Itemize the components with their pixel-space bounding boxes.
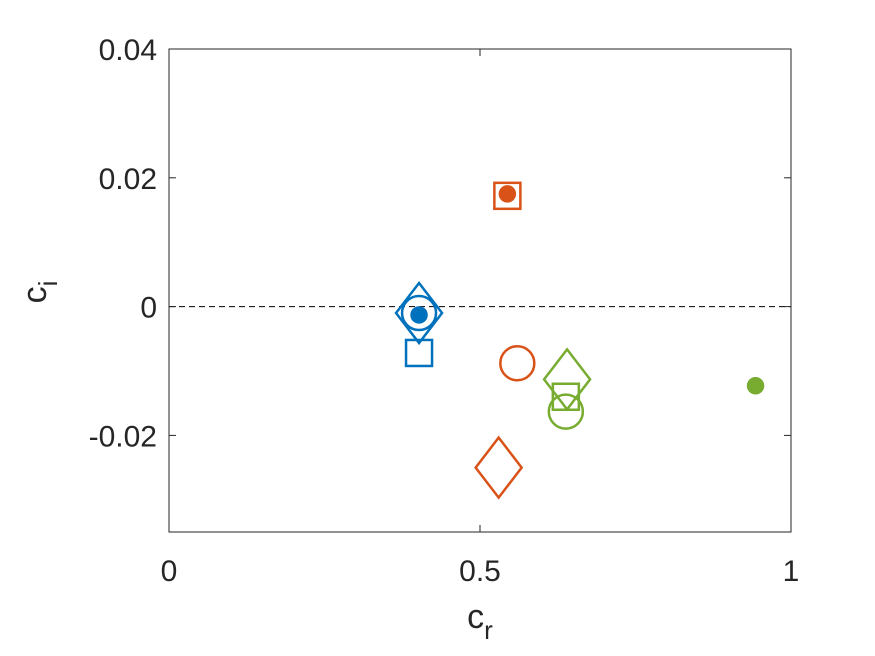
series-2-filled-circle-point [498,185,517,203]
series-3-diamond-point [542,347,592,412]
series-3-circle-point [547,393,585,430]
y-tick-label: -0.02 [89,420,157,453]
x-tick-label: 1 [783,555,800,588]
y-tick-label: 0.02 [99,163,157,196]
y-axis-label-sub: i [33,281,63,287]
x-axis-label-sub: r [484,615,493,645]
x-axis-label: cr [467,598,493,645]
y-tick-label: 0 [140,292,157,325]
y-axis-label: ci [16,281,63,304]
y-axis-label-base: c [16,286,54,303]
y-tick-label: 0.04 [99,34,157,67]
series-3-filled-circle-point [746,377,765,395]
x-tick-label: 0.5 [459,555,501,588]
x-tick-label: 0 [161,555,178,588]
x-axis-label-base: c [467,598,484,636]
series-2-circle-point [499,345,536,382]
series-2-diamond-point [474,435,524,500]
series-1-diamond-point [394,280,444,346]
series-1-square-point [404,338,434,368]
series-1-circle-point [400,294,438,332]
plot-area [169,49,791,532]
series-1-filled-circle-point [410,306,428,324]
series-2-square-point [493,181,522,211]
